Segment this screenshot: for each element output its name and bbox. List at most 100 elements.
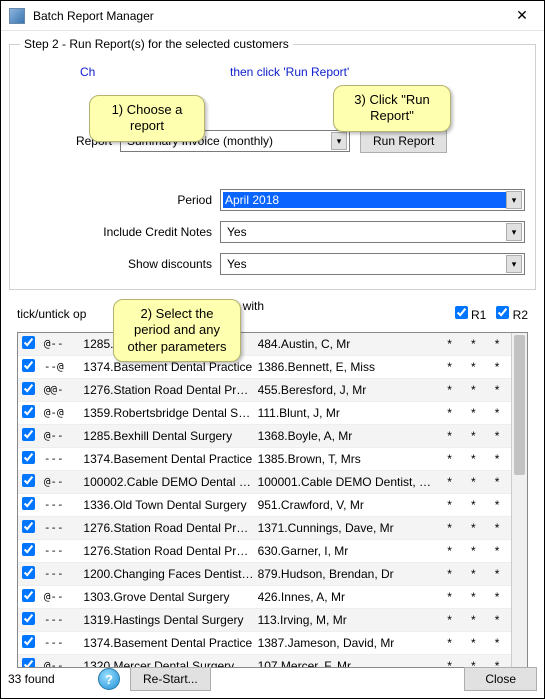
- row-star: *: [440, 659, 460, 667]
- row-checkbox[interactable]: [22, 474, 35, 487]
- row-star: *: [487, 636, 507, 650]
- row-checkbox[interactable]: [22, 520, 35, 533]
- credit-combo[interactable]: Yes ▾: [220, 221, 525, 243]
- row-star: *: [487, 659, 507, 667]
- step-legend: Step 2 - Run Report(s) for the selected …: [20, 37, 293, 51]
- period-combo[interactable]: April 2018 ▾: [220, 189, 525, 211]
- row-star: *: [463, 521, 483, 535]
- restart-button[interactable]: Re-Start...: [130, 667, 211, 691]
- row-star: *: [440, 337, 460, 351]
- table-row[interactable]: @@-1276.Station Road Dental Prac...455.B…: [18, 379, 511, 402]
- r2-check[interactable]: R2: [496, 306, 528, 322]
- row-star: *: [463, 429, 483, 443]
- window-title: Batch Report Manager: [33, 9, 502, 23]
- row-star: *: [463, 452, 483, 466]
- callout-2: 2) Select the period and any other param…: [113, 299, 241, 362]
- table-row[interactable]: ---1336.Old Town Dental Surgery951.Crawf…: [18, 494, 511, 517]
- chevron-down-icon[interactable]: ▾: [506, 255, 522, 273]
- row-contact: 1368.Boyle, A, Mr: [258, 429, 436, 443]
- callout-3: 3) Click "Run Report": [333, 85, 451, 132]
- table-row[interactable]: @--1285.Bexhill Dental Surgery484.Austin…: [18, 333, 511, 356]
- table-row[interactable]: ---1374.Basement Dental Practice1387.Jam…: [18, 632, 511, 655]
- discount-combo[interactable]: Yes ▾: [220, 253, 525, 275]
- content: Step 2 - Run Report(s) for the selected …: [1, 31, 544, 668]
- row-flags: @--: [44, 659, 80, 667]
- row-checkbox[interactable]: [22, 359, 35, 372]
- row-star: *: [487, 337, 507, 351]
- row-star: *: [463, 636, 483, 650]
- row-checkbox[interactable]: [22, 658, 35, 667]
- row-practice: 1303.Grove Dental Surgery: [83, 590, 253, 604]
- row-checkbox[interactable]: [22, 635, 35, 648]
- row-star: *: [463, 360, 483, 374]
- row-checkbox[interactable]: [22, 612, 35, 625]
- row-practice: 1276.Station Road Dental Prac...: [83, 383, 253, 397]
- row-practice: 1200.Changing Faces Dentistr...: [83, 567, 253, 581]
- scroll-thumb[interactable]: [514, 335, 525, 475]
- row-star: *: [463, 337, 483, 351]
- chevron-down-icon[interactable]: ▾: [331, 132, 347, 150]
- table-row[interactable]: @--1303.Grove Dental Surgery 426.Innes, A…: [18, 586, 511, 609]
- scrollbar[interactable]: [511, 333, 527, 667]
- row-practice: 1285.Bexhill Dental Surgery: [83, 429, 253, 443]
- row-checkbox[interactable]: [22, 543, 35, 556]
- footer: 33 found ? Re-Start... Close: [8, 667, 537, 691]
- row-practice: 1336.Old Town Dental Surgery: [83, 498, 253, 512]
- row-star: *: [440, 452, 460, 466]
- row-star: *: [440, 636, 460, 650]
- row-checkbox[interactable]: [22, 405, 35, 418]
- row-contact: 426.Innes, A, Mr: [258, 590, 436, 604]
- row-star: *: [487, 360, 507, 374]
- close-button[interactable]: Close: [464, 667, 537, 691]
- row-star: *: [440, 429, 460, 443]
- row-star: *: [440, 544, 460, 558]
- row-checkbox[interactable]: [22, 428, 35, 441]
- row-star: *: [463, 406, 483, 420]
- table-row[interactable]: ---1200.Changing Faces Dentistr... 879.Hu…: [18, 563, 511, 586]
- credit-row: Include Credit Notes Yes ▾: [20, 221, 525, 243]
- row-checkbox[interactable]: [22, 382, 35, 395]
- table-row[interactable]: @-@1359.Robertsbridge Dental Su...111.Bl…: [18, 402, 511, 425]
- row-contact: 113.Irving, M, Mr: [258, 613, 436, 627]
- row-flags: @--: [44, 429, 80, 442]
- chevron-down-icon[interactable]: ▾: [506, 223, 522, 241]
- row-practice: 1276.Station Road Dental Prac...: [83, 544, 253, 558]
- table-row[interactable]: --@1374.Basement Dental Practice1386.Ben…: [18, 356, 511, 379]
- row-checkbox[interactable]: [22, 451, 35, 464]
- table-row[interactable]: ---1276.Station Road Dental Prac...630.G…: [18, 540, 511, 563]
- table-row[interactable]: ---1276.Station Road Dental Prac...1371.…: [18, 517, 511, 540]
- row-star: *: [487, 383, 507, 397]
- table-row[interactable]: ---1319.Hastings Dental Surgery113.Irvin…: [18, 609, 511, 632]
- credit-label: Include Credit Notes: [20, 225, 220, 239]
- row-star: *: [440, 590, 460, 604]
- table-row[interactable]: ---1374.Basement Dental Practice1385.Bro…: [18, 448, 511, 471]
- row-flags: ---: [44, 567, 80, 580]
- row-contact: 879.Hudson, Brendan, Dr: [258, 567, 436, 581]
- row-flags: @--: [44, 590, 80, 603]
- row-checkbox[interactable]: [22, 336, 35, 349]
- row-flags: ---: [44, 636, 80, 649]
- row-star: *: [487, 452, 507, 466]
- row-star: *: [463, 659, 483, 667]
- run-report-button[interactable]: Run Report: [360, 129, 447, 153]
- row-checkbox[interactable]: [22, 589, 35, 602]
- table-row[interactable]: @--1285.Bexhill Dental Surgery 1368.Boyle…: [18, 425, 511, 448]
- table-row[interactable]: @--1320.Mercer Dental Surgery107.Mercer,…: [18, 655, 511, 667]
- row-contact: 1385.Brown, T, Mrs: [258, 452, 436, 466]
- row-flags: @-@: [44, 406, 80, 419]
- r1-check[interactable]: R1: [455, 306, 487, 322]
- help-icon[interactable]: ?: [98, 668, 120, 690]
- close-icon[interactable]: ✕: [502, 2, 542, 30]
- step-fieldset: Step 2 - Run Report(s) for the selected …: [9, 37, 536, 290]
- row-checkbox[interactable]: [22, 497, 35, 510]
- row-flags: --@: [44, 360, 80, 373]
- app-icon: [9, 8, 25, 24]
- table-row[interactable]: @--100002.Cable DEMO Dental Pr...100001.…: [18, 471, 511, 494]
- hint-text: Ch then click 'Run Report': [20, 65, 525, 79]
- row-checkbox[interactable]: [22, 566, 35, 579]
- row-star: *: [440, 406, 460, 420]
- row-contact: 107.Mercer, F, Mr: [258, 659, 436, 667]
- row-star: *: [487, 498, 507, 512]
- chevron-down-icon[interactable]: ▾: [506, 191, 522, 209]
- row-star: *: [440, 475, 460, 489]
